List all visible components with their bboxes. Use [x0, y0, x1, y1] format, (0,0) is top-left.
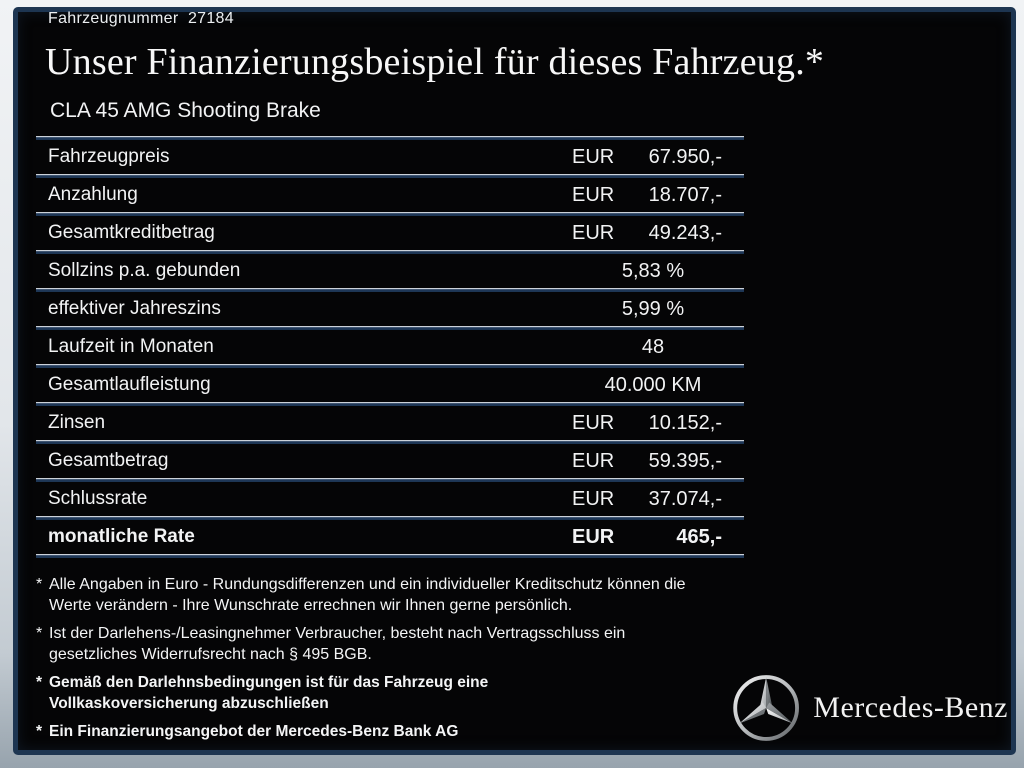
amount-value: 40.000 KM	[604, 373, 702, 396]
currency-label: EUR	[572, 183, 615, 206]
table-row-schlussrate: Schlussrate EUR 37.074,-	[36, 482, 744, 516]
row-label: Gesamtkreditbetrag	[48, 222, 215, 243]
row-label: effektiver Jahreszins	[48, 298, 221, 319]
brand-name: Mercedes-Benz	[813, 691, 1008, 724]
amount-value: 67.950,-	[648, 145, 722, 168]
row-value: EUR 59.395,-	[572, 450, 744, 473]
table-row-gesamtbetrag: Gesamtbetrag EUR 59.395,-	[36, 444, 744, 478]
row-label: Sollzins p.a. gebunden	[48, 260, 241, 281]
footnote-bank: * Ein Finanzierungsangebot der Mercedes-…	[36, 721, 748, 742]
amount-value: 5,99 %	[621, 297, 685, 320]
table-row-gesamtkreditbetrag: Gesamtkreditbetrag EUR 49.243,-	[36, 216, 744, 250]
amount-value: 5,83 %	[621, 259, 685, 282]
row-label: monatliche Rate	[48, 526, 195, 547]
footnote-line: Ein Finanzierungsangebot der Mercedes-Be…	[49, 723, 459, 740]
table-row-sollzins: Sollzins p.a. gebunden 5,83 %	[36, 254, 744, 288]
row-divider	[36, 478, 744, 482]
row-label: Anzahlung	[48, 184, 138, 205]
row-value: 40.000 KM	[572, 374, 744, 397]
row-divider	[36, 174, 744, 178]
row-value: EUR 37.074,-	[572, 488, 744, 511]
row-divider	[36, 440, 744, 444]
currency-label: EUR	[572, 145, 615, 168]
row-value: 5,83 %	[572, 260, 744, 283]
row-value: 5,99 %	[572, 298, 744, 321]
row-divider	[36, 136, 744, 140]
asterisk-marker: *	[36, 723, 43, 740]
footnote-line: gesetzliches Widerrufsrecht nach § 495 B…	[49, 646, 372, 663]
row-divider	[36, 364, 744, 368]
page-title: Unser Finanzierungsbeispiel für dieses F…	[45, 41, 825, 83]
table-row-monatliche-rate: monatliche Rate EUR 465,-	[36, 520, 744, 554]
row-value: EUR 49.243,-	[572, 222, 744, 245]
currency-label: EUR	[572, 221, 615, 244]
amount-value: 48	[641, 335, 665, 358]
brand-logo-block: Mercedes-Benz	[718, 662, 1008, 754]
table-row-fahrzeugpreis: Fahrzeugpreis EUR 67.950,-	[36, 140, 744, 174]
table-row-anzahlung: Anzahlung EUR 18.707,-	[36, 178, 744, 212]
footnote-line: Gemäß den Darlehnsbedingungen ist für da…	[49, 674, 489, 691]
row-value: EUR 465,-	[572, 526, 744, 549]
row-value: EUR 67.950,-	[572, 146, 744, 169]
row-divider	[36, 326, 744, 330]
asterisk-marker: *	[36, 674, 43, 691]
row-label: Gesamtlaufleistung	[48, 374, 211, 395]
table-row-zinsen: Zinsen EUR 10.152,-	[36, 406, 744, 440]
row-divider	[36, 516, 744, 520]
row-divider	[36, 402, 744, 406]
row-value: EUR 18.707,-	[572, 184, 744, 207]
row-divider	[36, 288, 744, 292]
footnotes-section: * Alle Angaben in Euro - Rundungsdiffere…	[36, 574, 748, 749]
row-divider	[36, 250, 744, 254]
amount-value: 10.152,-	[648, 411, 722, 434]
row-value: EUR 10.152,-	[572, 412, 744, 435]
currency-label: EUR	[572, 487, 615, 510]
footnote-rounding: * Alle Angaben in Euro - Rundungsdiffere…	[36, 574, 748, 616]
row-label: Zinsen	[48, 412, 106, 433]
table-row-laufzeit: Laufzeit in Monaten 48	[36, 330, 744, 364]
row-label: Schlussrate	[48, 488, 148, 509]
footnote-line: Werte verändern - Ihre Wunschrate errech…	[49, 597, 573, 614]
asterisk-marker: *	[36, 576, 43, 593]
row-value: 48	[572, 336, 744, 359]
table-row-gesamtlaufleistung: Gesamtlaufleistung 40.000 KM	[36, 368, 744, 402]
currency-label: EUR	[572, 449, 615, 472]
footnote-line: Ist der Darlehens-/Leasingnehmer Verbrau…	[49, 625, 626, 642]
row-label: Fahrzeugpreis	[48, 146, 170, 167]
row-divider	[36, 554, 744, 558]
mercedes-star-icon	[733, 675, 799, 741]
row-divider	[36, 212, 744, 216]
footnote-vollkasko: * Gemäß den Darlehnsbedingungen ist für …	[36, 672, 748, 714]
vehicle-model: CLA 45 AMG Shooting Brake	[50, 99, 321, 122]
financing-table: Fahrzeugpreis EUR 67.950,- Anzahlung EUR…	[36, 136, 744, 558]
amount-value: 465,-	[676, 525, 722, 548]
currency-label: EUR	[572, 525, 615, 548]
row-label: Laufzeit in Monaten	[48, 336, 214, 357]
asterisk-marker: *	[36, 625, 43, 642]
footnote-line: Vollkaskoversicherung abzuschließen	[49, 695, 329, 712]
row-label: Gesamtbetrag	[48, 450, 169, 471]
amount-value: 49.243,-	[648, 221, 722, 244]
footnote-widerrufsrecht: * Ist der Darlehens-/Leasingnehmer Verbr…	[36, 623, 748, 665]
content-panel	[13, 7, 1016, 755]
currency-label: EUR	[572, 411, 615, 434]
amount-value: 18.707,-	[648, 183, 722, 206]
vehicle-number: Fahrzeugnummer 27184	[48, 10, 234, 27]
amount-value: 37.074,-	[648, 487, 722, 510]
amount-value: 59.395,-	[648, 449, 722, 472]
footnote-line: Alle Angaben in Euro - Rundungsdifferenz…	[49, 576, 686, 593]
table-row-effektiver-jahreszins: effektiver Jahreszins 5,99 %	[36, 292, 744, 326]
